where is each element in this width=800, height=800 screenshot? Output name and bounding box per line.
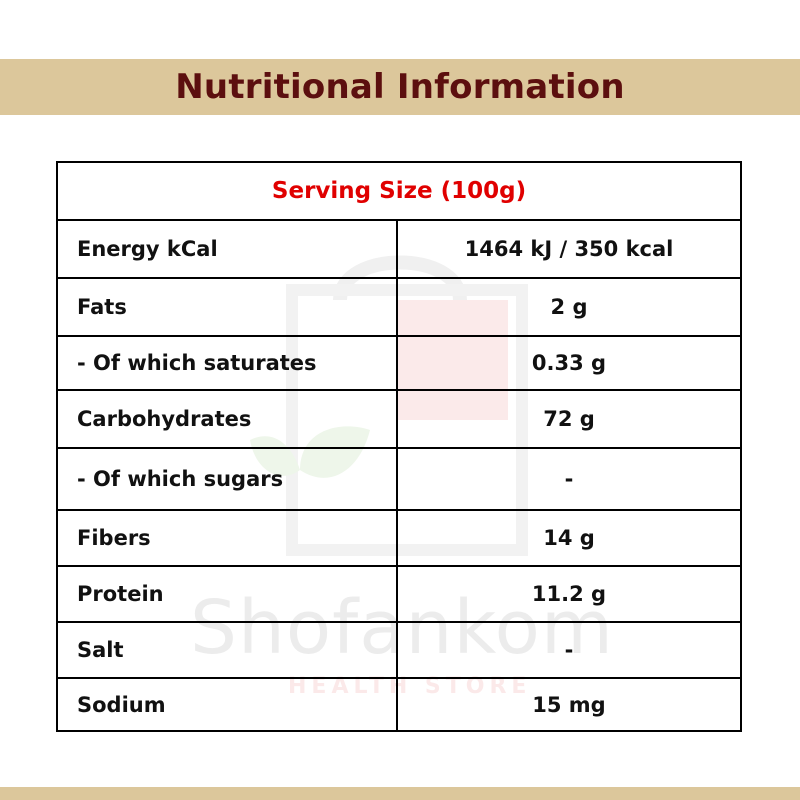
row-value-salt: -	[398, 623, 740, 679]
row-label-fats: Fats	[58, 279, 398, 337]
row-value-energy: 1464 kJ / 350 kcal	[398, 221, 740, 279]
row-value-fibers: 14 g	[398, 511, 740, 567]
row-label-salt: Salt	[58, 623, 398, 679]
row-label-fibers: Fibers	[58, 511, 398, 567]
nutrition-table: Serving Size (100g) Energy kCal 1464 kJ …	[56, 161, 742, 732]
serving-size: Serving Size (100g)	[58, 163, 740, 221]
row-label-carbohydrates: Carbohydrates	[58, 391, 398, 449]
row-label-saturates: - Of which saturates	[58, 337, 398, 391]
row-value-carbohydrates: 72 g	[398, 391, 740, 449]
row-value-protein: 11.2 g	[398, 567, 740, 623]
row-value-saturates: 0.33 g	[398, 337, 740, 391]
row-value-sugars: -	[398, 449, 740, 511]
row-value-sodium: 15 mg	[532, 692, 606, 717]
header-band: Nutritional Information	[0, 59, 800, 115]
row-label-sugars: - Of which sugars	[58, 449, 398, 511]
footer-band	[0, 787, 800, 800]
row-value-fats: 2 g	[398, 279, 740, 337]
row-label-energy: Energy kCal	[58, 221, 398, 279]
row-label-sodium: Sodium	[58, 679, 398, 730]
page-title: Nutritional Information	[175, 67, 625, 107]
row-label-protein: Protein	[58, 567, 398, 623]
